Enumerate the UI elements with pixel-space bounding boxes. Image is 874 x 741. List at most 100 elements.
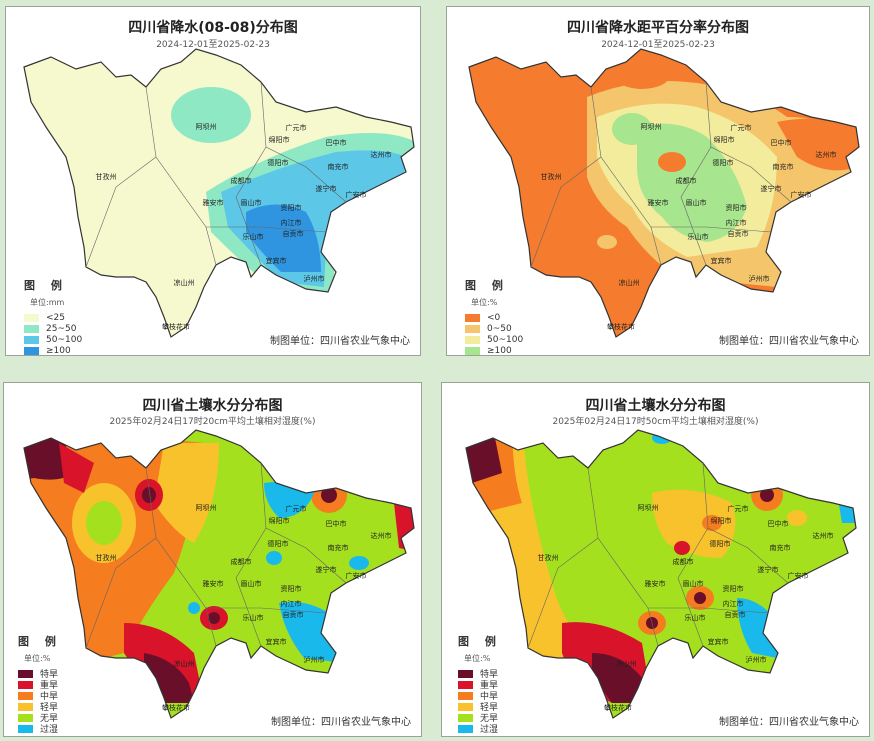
city-label: 宜宾市 [711,256,732,265]
legend-swatch [24,313,39,322]
city-label: 自贡市 [283,229,304,238]
city-label: 巴中市 [326,519,347,528]
legend-label: 特旱 [40,670,59,680]
legend-swatch [458,713,473,722]
city-label: 广安市 [346,190,367,199]
map-credit: 制图单位：四川省农业气象中心 [719,717,859,728]
city-label: 达州市 [371,531,392,540]
city-label: 资阳市 [281,203,302,212]
city-label: 宜宾市 [708,637,729,646]
city-label: 眉山市 [241,579,262,588]
city-label: 广元市 [731,123,752,132]
legend-label: 特旱 [480,670,499,680]
map-credit: 制图单位：四川省农业气象中心 [270,336,410,347]
city-label: 甘孜州 [538,553,559,562]
city-label: 巴中市 [771,138,792,147]
legend-item: 50~100 [465,334,523,345]
city-label: 自贡市 [283,610,304,619]
district-border [145,86,217,266]
city-label: 南充市 [328,162,349,171]
legend-label: ≥100 [487,345,512,356]
map-title: 四川省土壤水分分布图 [142,398,283,414]
city-label: 绵阳市 [711,516,732,525]
city-label: 甘孜州 [96,172,117,181]
city-label: 泸州市 [304,274,325,283]
legend-swatch [18,713,33,722]
legend-label: 50~100 [46,334,83,345]
district-border [145,467,217,647]
legend-label: 轻旱 [480,703,499,713]
legend-title: 图 例 [458,635,502,648]
city-label: 德阳市 [713,158,734,167]
district-border [260,81,347,203]
city-label: 遂宁市 [316,184,337,193]
legend-item: 中旱 [18,690,62,702]
legend-label: 中旱 [480,692,499,702]
city-label: 广安市 [791,190,812,199]
city-label: 资阳市 [723,584,744,593]
legend-swatch [18,702,33,711]
legend-label: 50~100 [487,334,524,345]
city-label: 绵阳市 [714,135,735,144]
legend-item: 25~50 [24,323,82,334]
city-label: 德阳市 [710,539,731,548]
legend-item: 重旱 [18,679,62,691]
city-label: 南充市 [770,543,791,552]
legend-label: 0~50 [487,323,512,334]
city-label: 遂宁市 [758,565,779,574]
city-label: 眉山市 [241,198,262,207]
district-border [648,607,769,614]
city-label: 资阳市 [281,584,302,593]
city-label: 阿坝州 [196,122,217,131]
legend-swatch [18,691,33,700]
city-label: 攀枝花市 [604,703,632,712]
district-border [235,527,267,647]
legend-item: 特旱 [458,668,502,680]
city-label: 达州市 [371,150,392,159]
legend-item: 特旱 [18,668,62,680]
province-outline [465,429,857,719]
city-label: 阿坝州 [196,503,217,512]
city-label: 绵阳市 [269,516,290,525]
district-border [235,146,267,266]
city-label: 巴中市 [768,519,789,528]
legend-swatch [458,724,473,733]
legend-label: <0 [487,312,501,323]
city-label: 成都市 [673,557,694,566]
legend-swatch [458,702,473,711]
city-label: 内江市 [281,218,302,227]
city-label: 遂宁市 [316,565,337,574]
legend-items: 特旱 重旱 中旱 轻旱 无旱 过湿 [458,668,502,735]
city-label: 乐山市 [688,232,709,241]
legend-swatch [465,324,480,333]
legend-swatch [24,346,39,355]
province-outline [468,48,860,338]
legend-items: <25 25~50 50~100 ≥100 [24,312,83,355]
city-label: 泸州市 [749,274,770,283]
legend-swatch [465,346,480,355]
city-label: 攀枝花市 [162,322,190,331]
legend-title: 图 例 [24,279,68,292]
city-label: 成都市 [231,176,252,185]
district-border [590,86,662,266]
city-label: 南充市 [328,543,349,552]
district-border [677,527,709,647]
city-label: 自贡市 [728,229,749,238]
legend-label: 过湿 [40,725,59,735]
legend-items: 特旱 重旱 中旱 轻旱 无旱 过湿 [18,668,62,735]
city-label: 眉山市 [686,198,707,207]
district-border [85,537,157,649]
city-label: 成都市 [231,557,252,566]
legend-item: 0~50 [465,323,523,334]
city-label: 自贡市 [725,610,746,619]
city-label: 乐山市 [243,232,264,241]
city-label: 乐山市 [243,613,264,622]
map-subtitle: 2025年02月24日17时50cm平均土壤相对湿度(%) [552,417,759,427]
map-panel-precip-anomaly: 阿坝州 广元市 绵阳市 德阳市 巴中市 达州市 南充市 甘孜州 成都市 遂宁市 广安市 雅安市 眉山市资… [446,6,870,356]
city-label: 乐山市 [685,613,706,622]
map-subtitle: 2024-12-01至2025-02-23 [601,40,715,50]
legend-swatch [458,691,473,700]
